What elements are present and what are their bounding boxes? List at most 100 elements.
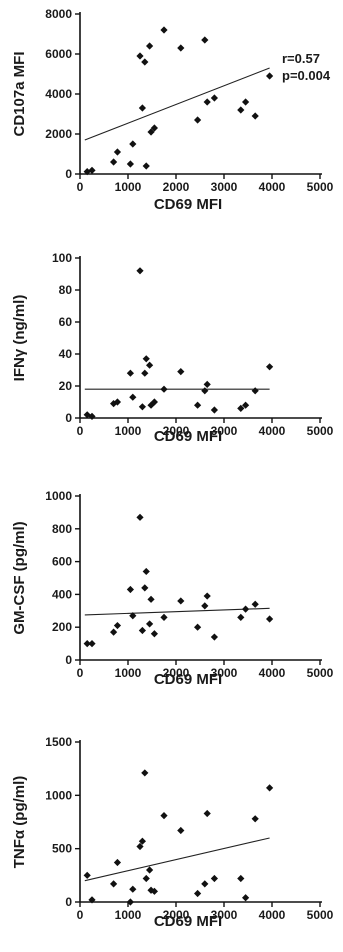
x-tick-label: 0 bbox=[77, 424, 84, 438]
stat-annotation: p=0.004 bbox=[282, 68, 331, 83]
y-tick-label: 800 bbox=[52, 522, 72, 536]
y-tick-label: 0 bbox=[65, 411, 72, 425]
data-point bbox=[83, 871, 91, 879]
scatter-panel-3: 0 200 400 600 800 1000 0 1000 2000 3000 4000 5000 CD… bbox=[11, 489, 334, 688]
data-point bbox=[266, 363, 274, 371]
data-point bbox=[110, 880, 118, 888]
data-point bbox=[113, 148, 122, 156]
data-point bbox=[147, 401, 155, 409]
scatter-panel-4: 0 500 1000 1500 0 1000 2000 3000 4000 5000 CD69 MF… bbox=[11, 735, 334, 930]
data-point bbox=[129, 140, 137, 148]
x-tick-label: 5000 bbox=[307, 666, 334, 680]
data-point bbox=[194, 401, 202, 409]
x-tick-label: 3000 bbox=[211, 424, 238, 438]
data-point bbox=[251, 600, 259, 608]
y-tick-label: 8000 bbox=[45, 7, 72, 21]
data-point bbox=[242, 98, 250, 106]
y-tick-label: 0 bbox=[65, 167, 72, 181]
data-point bbox=[88, 166, 96, 174]
x-tick-label: 0 bbox=[77, 180, 84, 194]
data-point bbox=[201, 880, 209, 888]
y-axis-label: TNFα (pg/ml) bbox=[11, 776, 28, 869]
data-point bbox=[210, 94, 218, 102]
y-tick-label: 1000 bbox=[45, 489, 72, 503]
x-axis-label: CD69 MFI bbox=[154, 913, 222, 930]
trend-line bbox=[84, 837, 270, 882]
data-point bbox=[88, 640, 96, 648]
data-point bbox=[177, 597, 185, 605]
data-point bbox=[113, 621, 122, 630]
y-tick-label: 100 bbox=[52, 251, 72, 265]
data-point bbox=[142, 162, 150, 170]
data-point bbox=[146, 866, 154, 874]
data-point bbox=[242, 605, 250, 613]
stat-annotation: r=0.57 bbox=[282, 51, 320, 66]
data-point bbox=[142, 355, 150, 363]
y-axis-label: GM-CSF (pg/ml) bbox=[11, 521, 28, 634]
data-point bbox=[201, 602, 209, 610]
data-point bbox=[203, 380, 211, 388]
x-tick-label: 1000 bbox=[115, 908, 142, 922]
data-point bbox=[138, 626, 146, 635]
y-tick-label: 60 bbox=[59, 315, 73, 329]
x-tick-label: 3000 bbox=[211, 908, 238, 922]
data-point bbox=[126, 160, 134, 168]
x-tick-label: 4000 bbox=[259, 424, 286, 438]
y-tick-label: 20 bbox=[59, 379, 73, 393]
x-tick-label: 4000 bbox=[259, 666, 286, 680]
data-point bbox=[150, 630, 158, 638]
data-point bbox=[126, 369, 134, 377]
x-tick-label: 5000 bbox=[307, 180, 334, 194]
y-tick-label: 1000 bbox=[45, 788, 72, 802]
data-point bbox=[141, 769, 149, 777]
x-tick-label: 2000 bbox=[163, 666, 190, 680]
data-point bbox=[266, 615, 274, 623]
data-point bbox=[242, 894, 250, 902]
data-point bbox=[146, 42, 154, 50]
data-point bbox=[110, 400, 118, 408]
data-point bbox=[194, 116, 202, 124]
data-point bbox=[160, 613, 168, 621]
y-axis-label: IFNγ (ng/ml) bbox=[11, 295, 28, 382]
y-tick-label: 500 bbox=[52, 842, 72, 856]
data-point bbox=[177, 368, 185, 376]
data-point bbox=[136, 842, 144, 851]
data-point bbox=[177, 44, 185, 52]
x-tick-label: 2000 bbox=[163, 180, 190, 194]
data-point bbox=[142, 874, 150, 883]
y-tick-label: 2000 bbox=[45, 127, 72, 141]
data-point bbox=[160, 385, 168, 393]
x-axis-label: CD69 MFI bbox=[154, 428, 222, 445]
x-tick-label: 0 bbox=[77, 666, 84, 680]
x-tick-label: 2000 bbox=[163, 908, 190, 922]
y-tick-label: 600 bbox=[52, 555, 72, 569]
data-point bbox=[83, 640, 91, 648]
data-point bbox=[141, 584, 149, 592]
data-point bbox=[83, 411, 91, 419]
data-point bbox=[142, 567, 150, 576]
y-tick-label: 200 bbox=[52, 620, 72, 634]
y-tick-label: 4000 bbox=[45, 87, 72, 101]
data-point bbox=[138, 104, 146, 112]
data-point bbox=[147, 595, 155, 603]
data-point bbox=[203, 98, 211, 106]
data-point bbox=[237, 613, 245, 621]
x-tick-label: 4000 bbox=[259, 908, 286, 922]
data-point bbox=[237, 404, 245, 412]
y-axis-label: CD107a MFI bbox=[11, 51, 28, 136]
x-tick-label: 2000 bbox=[163, 424, 190, 438]
data-point bbox=[237, 874, 245, 883]
x-tick-label: 1000 bbox=[115, 424, 142, 438]
data-point bbox=[126, 898, 134, 906]
data-point bbox=[129, 612, 137, 620]
data-point bbox=[129, 393, 137, 401]
data-point bbox=[88, 896, 96, 904]
data-point bbox=[201, 387, 209, 395]
data-point bbox=[160, 26, 168, 34]
data-point bbox=[201, 36, 209, 44]
data-point bbox=[210, 874, 218, 883]
y-tick-label: 400 bbox=[52, 587, 72, 601]
data-point bbox=[136, 267, 144, 275]
data-point bbox=[210, 406, 218, 414]
